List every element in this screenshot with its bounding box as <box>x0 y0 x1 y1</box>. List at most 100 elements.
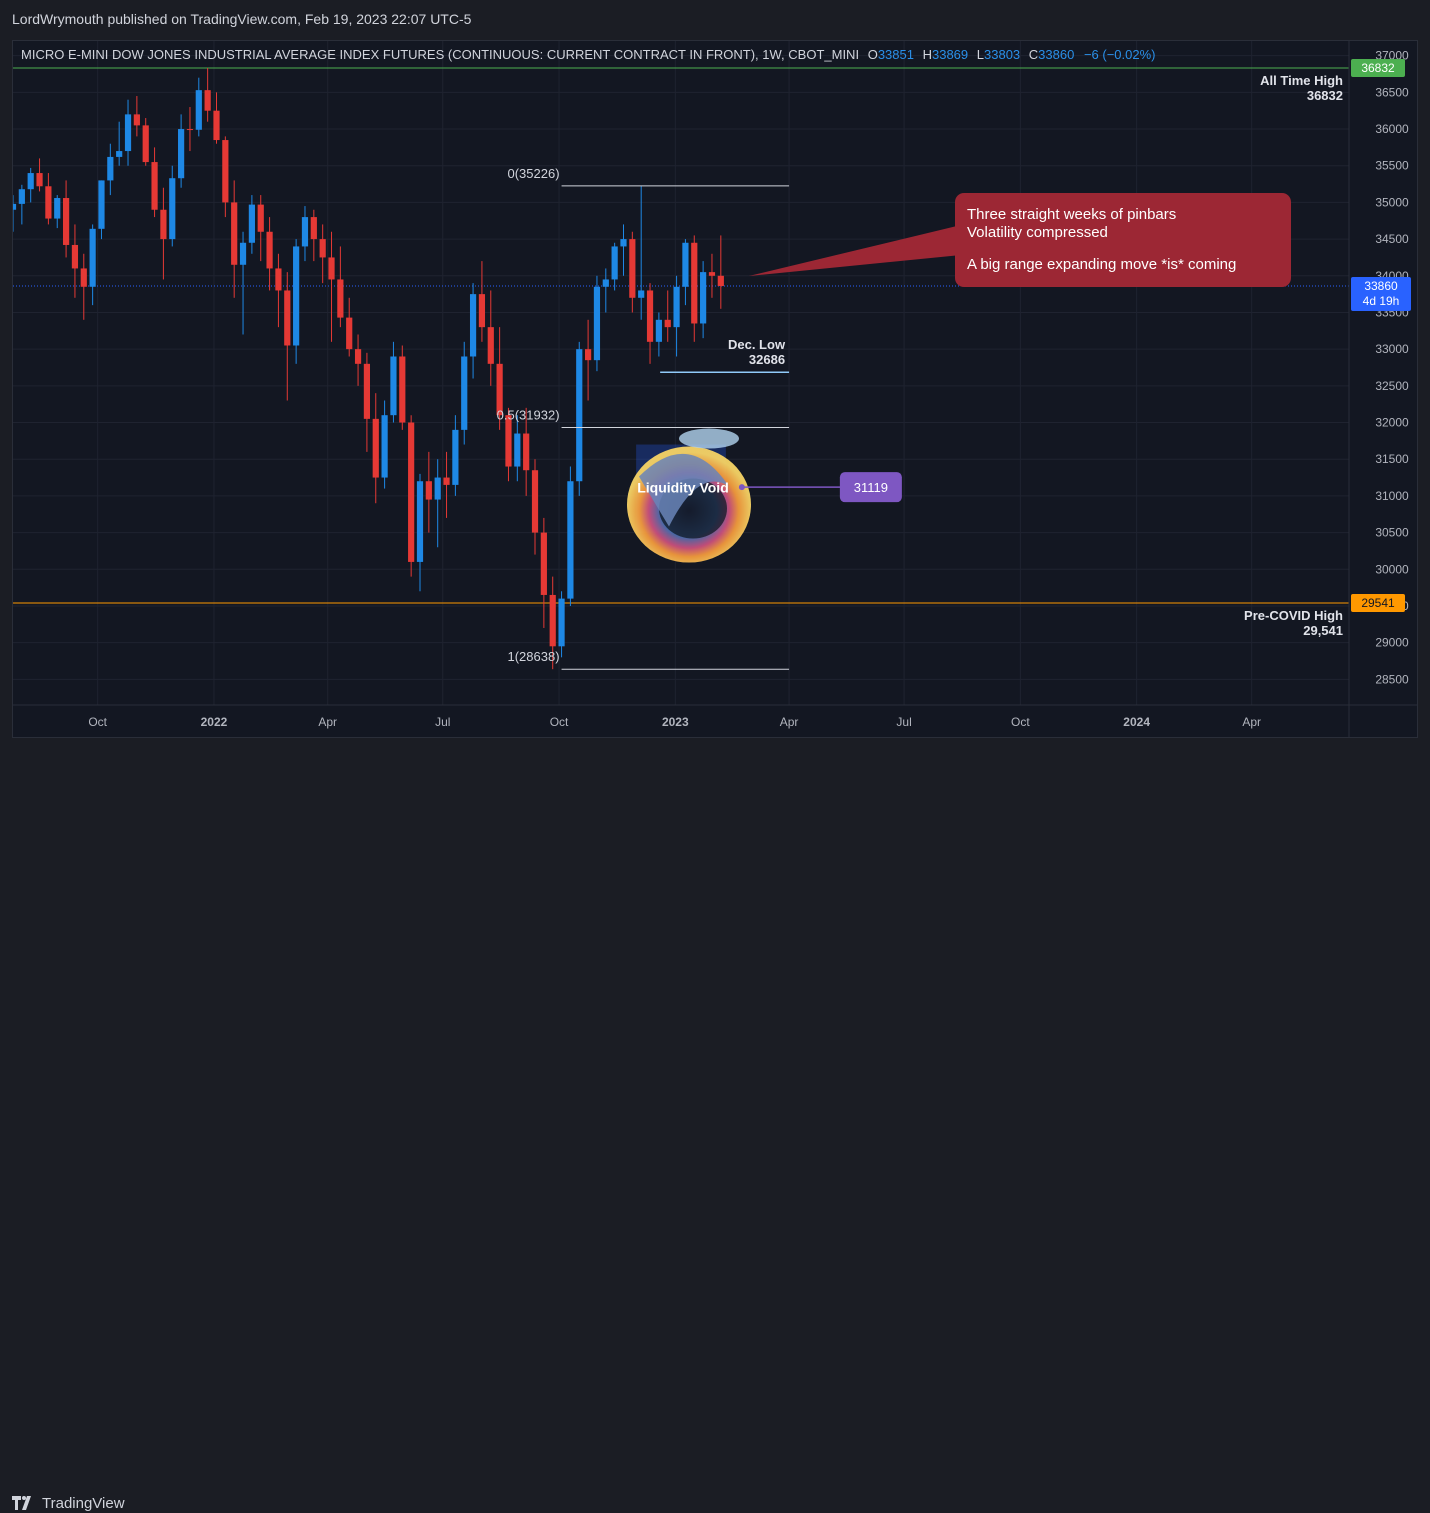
candle-body <box>540 532 547 595</box>
top-bar: LordWrymouth published on TradingView.co… <box>0 0 1430 40</box>
candle-body <box>611 246 618 280</box>
candle-body <box>293 246 300 346</box>
candle-body <box>319 239 326 258</box>
candle-body <box>248 204 255 243</box>
candle-body <box>469 294 477 357</box>
time-tick-label: Oct <box>88 715 107 729</box>
candle-body <box>602 279 609 287</box>
time-tick-label: 2024 <box>1123 715 1150 729</box>
candle-body <box>89 228 96 287</box>
tradingview-logo-icon <box>12 1496 31 1510</box>
level-value: 36832 <box>1307 88 1343 103</box>
chart-frame[interactable]: All Time High 36832 Pre-COVID High 29,541 L… <box>9 40 1418 738</box>
candle-body <box>62 198 70 245</box>
candle-body <box>337 279 344 318</box>
price-tick-label: 30500 <box>1375 526 1409 540</box>
level-value: 29,541 <box>1303 623 1343 638</box>
grid-lines <box>13 41 1349 705</box>
time-tick-label: Oct <box>550 715 569 729</box>
candle-body <box>372 418 379 478</box>
legend-close: 33860 <box>1038 47 1074 62</box>
candle-body <box>531 470 539 533</box>
candle-body <box>116 151 123 157</box>
candle-body <box>98 180 105 229</box>
dec-low-value: 32686 <box>749 352 785 367</box>
candle-body <box>257 204 264 232</box>
dec-low-label: Dec. Low <box>728 337 786 352</box>
level-price-badge <box>1351 59 1405 78</box>
candle-body <box>54 198 61 219</box>
fib-label: 0(35226) <box>508 166 560 181</box>
price-tick-label: 34500 <box>1375 232 1409 246</box>
time-axis: Oct 2022 Apr Jul Oct 2023 Apr Jul Oct 2024 Apr <box>13 704 1417 729</box>
tradingview-logo[interactable]: TradingView <box>12 1493 125 1513</box>
symbol-legend: MICRO E-MINI DOW JONES INDUSTRIAL AVERAG… <box>21 47 1156 62</box>
candle-body <box>629 239 636 298</box>
time-tick-label: Apr <box>318 715 337 729</box>
price-tick-label: 36000 <box>1375 122 1409 136</box>
candle-body <box>133 114 140 126</box>
candle-body <box>593 286 601 361</box>
candle-body <box>425 481 432 500</box>
candle-body <box>576 349 583 482</box>
candle-body <box>266 231 273 269</box>
candle-body <box>239 242 247 265</box>
callout-line: Three straight weeks of pinbars <box>967 206 1176 223</box>
candle-body <box>45 186 52 219</box>
liquidity-void-layer: Liquidity Void 31119 <box>627 428 902 563</box>
candle-body <box>151 162 158 210</box>
price-tick-label: 28500 <box>1375 672 1409 686</box>
fib-label: 1(28638) <box>508 649 560 664</box>
level-price-badge-text: 36832 <box>1361 61 1395 75</box>
current-price-badge <box>1351 277 1411 312</box>
bottom-bar: TradingView <box>0 742 1430 1512</box>
candle-body <box>452 429 459 485</box>
price-tick-label: 31000 <box>1375 489 1409 503</box>
time-tick-label: Apr <box>1242 715 1261 729</box>
candle-body <box>284 290 291 346</box>
candle-body <box>664 319 671 328</box>
candles <box>9 68 724 670</box>
void-badge-text: 31119 <box>854 480 888 495</box>
fib-label: 0.5(31932) <box>497 408 560 423</box>
candle-body <box>523 433 530 471</box>
time-tick-label: 2022 <box>201 715 228 729</box>
candle-body <box>567 481 574 599</box>
candle-body <box>222 140 229 203</box>
candle-body <box>399 356 406 423</box>
candle-body <box>390 356 397 416</box>
tradingview-brand: TradingView <box>42 1494 125 1512</box>
price-axis: 3700036500360003550035000345003400033500… <box>1348 41 1417 737</box>
candle-body <box>160 209 167 240</box>
candle-body <box>27 173 34 190</box>
time-tick-label: 2023 <box>662 715 689 729</box>
candle-body <box>204 90 211 111</box>
candle-body <box>346 317 353 350</box>
price-tick-label: 31500 <box>1375 452 1409 466</box>
candle-body <box>142 125 149 163</box>
legend-open: 33851 <box>878 47 914 62</box>
candle-body <box>549 594 556 647</box>
candle-body <box>620 239 627 247</box>
candle-body <box>655 319 662 342</box>
time-tick-label: Jul <box>435 715 450 729</box>
callout-line: A big range expanding move *is* coming <box>967 256 1236 273</box>
publisher-line: LordWrymouth published on TradingView.co… <box>12 11 472 27</box>
candle-body <box>585 349 592 361</box>
price-tick-label: 36500 <box>1375 85 1409 99</box>
candle-body <box>673 286 680 328</box>
price-tick-label: 32000 <box>1375 416 1409 430</box>
candle-body <box>496 363 503 416</box>
price-tick-label: 35500 <box>1375 159 1409 173</box>
countdown-text: 4d 19h <box>1363 294 1400 308</box>
candle-body <box>381 415 388 478</box>
svg-text:MICRO E-MINI DOW JONES INDUSTR: MICRO E-MINI DOW JONES INDUSTRIAL AVERAG… <box>21 47 1156 62</box>
level-price-badge <box>1351 593 1405 612</box>
time-tick-label: Oct <box>1011 715 1030 729</box>
level-label: Pre-COVID High <box>1244 608 1343 623</box>
candle-body <box>275 268 282 291</box>
candle-body <box>195 90 202 130</box>
whale-shape <box>639 453 729 527</box>
candle-body <box>638 290 645 298</box>
